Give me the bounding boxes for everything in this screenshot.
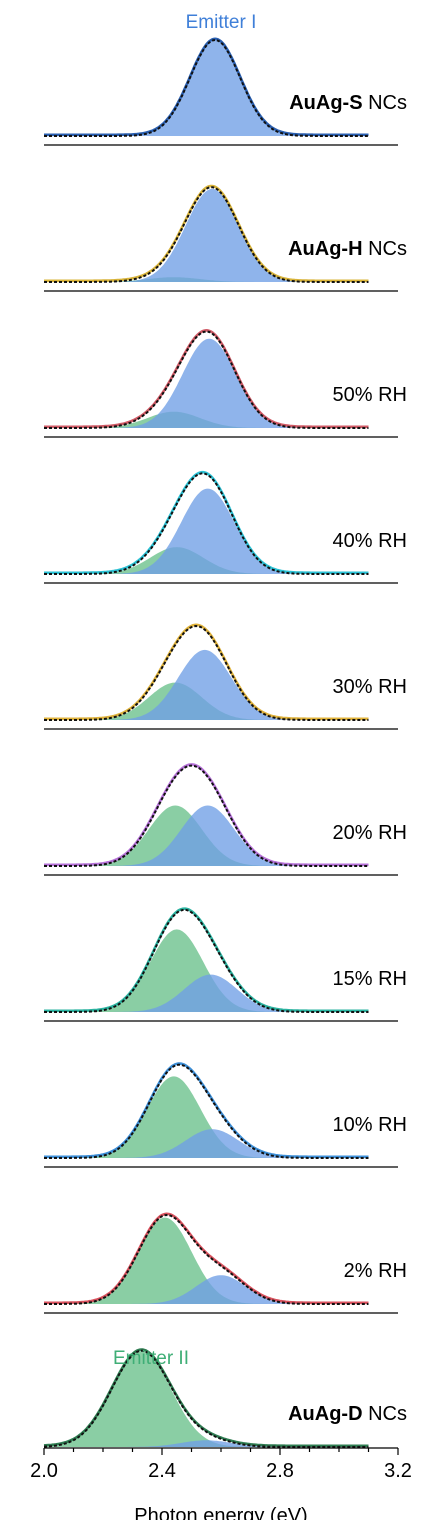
- measured-spectrum: [44, 470, 369, 575]
- fit-curve: [44, 38, 369, 137]
- panel-label-text: 40% RH: [333, 530, 407, 552]
- emitter-i-area: [44, 1440, 369, 1447]
- panel-label-bold: AuAg-H: [288, 238, 362, 260]
- emitter-ii-area: [44, 1351, 369, 1447]
- panel-1: AuAg-H NCs: [44, 184, 407, 292]
- emitter-i-area: [44, 649, 369, 720]
- panel-label: AuAg-D NCs: [288, 1403, 407, 1425]
- panel-label: 20% RH: [333, 822, 407, 844]
- panel-0: AuAg-S NCs: [44, 37, 407, 146]
- fit-curve: [44, 624, 369, 721]
- panel-label: 2% RH: [344, 1260, 407, 1282]
- panel-label: 50% RH: [333, 384, 407, 406]
- emitter-ii-area: [44, 1217, 369, 1304]
- x-axis-label: Photon energy (eV): [134, 1505, 307, 1520]
- x-tick-label: 2.4: [148, 1460, 176, 1482]
- emitter-i-label: Emitter I: [186, 12, 257, 33]
- panel-label: AuAg-H NCs: [288, 238, 407, 260]
- emitter-i-area: [44, 338, 369, 428]
- panel-label-text: 10% RH: [333, 1114, 407, 1136]
- fit-curve: [44, 1213, 369, 1305]
- fit-curve: [44, 186, 369, 283]
- panel-label-text: NCs: [363, 92, 407, 114]
- panel-label-bold: AuAg-D: [288, 1403, 362, 1425]
- measured-spectrum: [44, 328, 369, 429]
- emitter-i-area: [44, 40, 369, 136]
- emitter-i-area: [44, 805, 369, 866]
- panel-label-text: NCs: [363, 238, 407, 260]
- fit-curve: [44, 472, 369, 575]
- fit-curve: [44, 1063, 369, 1159]
- panel-label-text: 15% RH: [333, 968, 407, 990]
- emitter-i-area: [44, 974, 369, 1012]
- panel-label-text: 20% RH: [333, 822, 407, 844]
- panel-label: 15% RH: [333, 968, 407, 990]
- emitter-i-area: [44, 1129, 369, 1158]
- measured-spectrum: [44, 184, 369, 283]
- x-tick-label: 2.0: [30, 1460, 58, 1482]
- panel-5: 20% RH: [44, 763, 407, 876]
- emitter-i-area: [44, 1275, 369, 1304]
- panel-label-text: 2% RH: [344, 1260, 407, 1282]
- panel-label-bold: AuAg-S: [289, 92, 362, 114]
- emitter-ii-area: [44, 929, 369, 1012]
- panel-6: 15% RH: [44, 907, 407, 1022]
- emitter-i-area: [44, 488, 369, 574]
- measured-spectrum: [44, 37, 369, 137]
- measured-spectrum: [44, 1212, 369, 1305]
- emitter-ii-label: Emitter II: [113, 1348, 189, 1369]
- fit-curve: [44, 764, 369, 867]
- fit-curve: [44, 330, 369, 429]
- panel-label: 10% RH: [333, 1114, 407, 1136]
- panel-label-text: 50% RH: [333, 384, 407, 406]
- panel-label: 30% RH: [333, 676, 407, 698]
- panel-3: 40% RH: [44, 470, 407, 584]
- x-tick-label: 3.2: [384, 1460, 412, 1482]
- fit-curve: [43, 1349, 369, 1448]
- panel-label: 40% RH: [333, 530, 407, 552]
- panel-2: 50% RH: [44, 328, 407, 438]
- measured-spectrum: [44, 763, 369, 867]
- x-tick-label: 2.8: [266, 1460, 294, 1482]
- x-axis: 2.0 2.4 2.8 3.2: [30, 1447, 412, 1482]
- panel-label-text: NCs: [363, 1403, 407, 1425]
- panel-8: 2% RH: [44, 1212, 407, 1314]
- panel-4: 30% RH: [44, 623, 407, 730]
- measured-spectrum: [44, 907, 369, 1013]
- panel-9: AuAg-D NCs: [43, 1348, 407, 1448]
- emitter-i-area: [44, 188, 369, 282]
- panel-label-text: 30% RH: [333, 676, 407, 698]
- panel-label: AuAg-S NCs: [289, 92, 407, 114]
- panel-7: 10% RH: [44, 1062, 407, 1168]
